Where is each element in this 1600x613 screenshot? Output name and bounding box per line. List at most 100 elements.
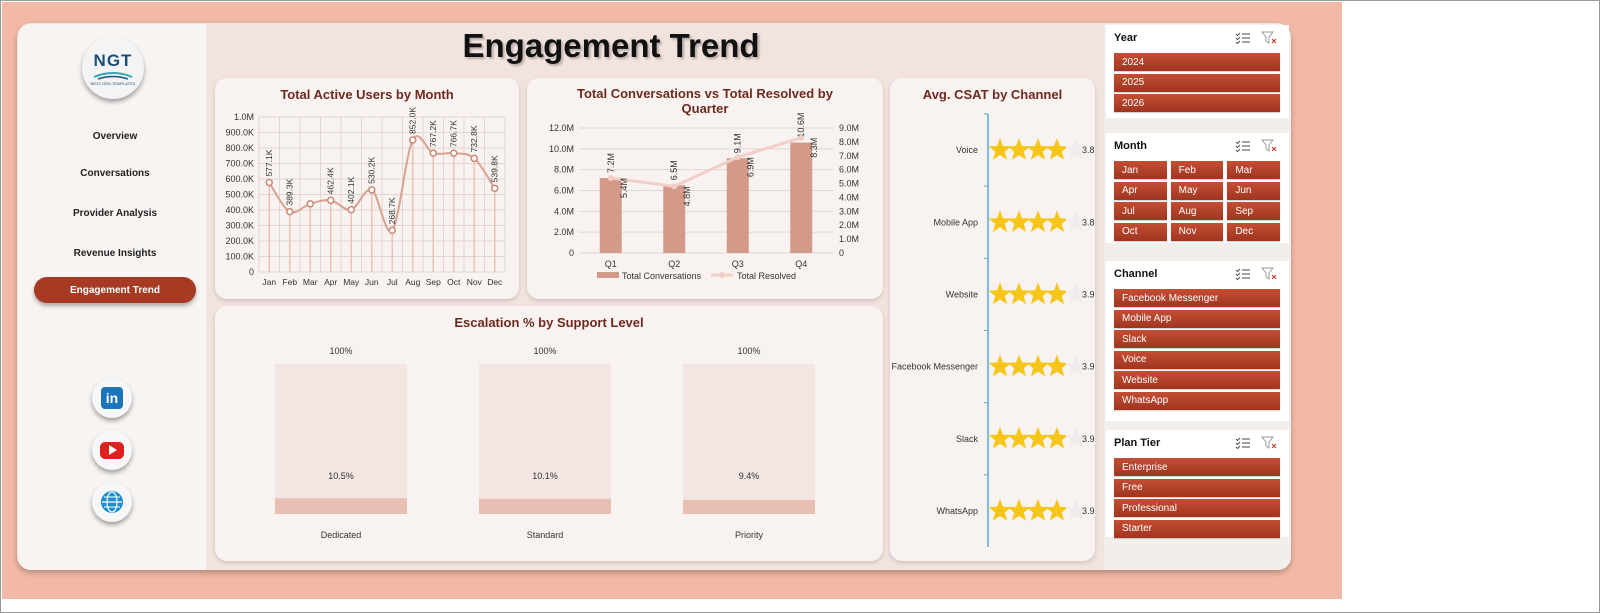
nav-provider-analysis[interactable]: Provider Analysis — [72, 207, 158, 219]
bar-data-label: 6.5M — [669, 160, 679, 180]
x-tick-label: Dec — [487, 277, 503, 287]
nav-revenue-insights[interactable]: Revenue Insights — [73, 247, 157, 259]
slicer-item[interactable]: Nov — [1170, 222, 1224, 241]
data-point — [409, 136, 417, 144]
multi-select-icon[interactable] — [1235, 267, 1251, 281]
bar — [275, 498, 407, 514]
clear-filter-icon[interactable] — [1261, 267, 1277, 281]
csat-data-label: 3.9 — [1082, 506, 1095, 516]
slicer-item[interactable]: Professional — [1114, 499, 1280, 517]
star-mark — [1045, 426, 1069, 449]
website-button[interactable] — [92, 482, 132, 522]
star-mark — [1007, 282, 1031, 305]
y-left-tick-label: 4.0M — [554, 206, 574, 216]
data-point — [450, 149, 458, 157]
slicer-item[interactable]: WhatsApp — [1114, 391, 1280, 410]
multi-select-icon[interactable] — [1235, 436, 1251, 450]
slicer-title: Month — [1114, 140, 1147, 152]
slicer-item[interactable]: May — [1170, 181, 1224, 200]
bar-track — [275, 364, 407, 514]
data-point — [607, 175, 614, 181]
active-users-card: Total Active Users by Month 0 100.0K 200.0… — [215, 78, 519, 299]
data-label: 539.8K — [490, 155, 500, 182]
data-label: 766.7K — [449, 120, 459, 147]
clear-filter-icon[interactable] — [1261, 139, 1277, 153]
slicer-item[interactable]: Voice — [1114, 350, 1280, 369]
slicer-item[interactable]: 2025 — [1114, 73, 1280, 92]
y-tick-label: 400.0K — [225, 205, 254, 215]
data-label: 402.1K — [346, 176, 356, 203]
star-mark — [1007, 210, 1031, 232]
legend-swatch-marker — [719, 272, 725, 278]
star-mark — [1026, 210, 1050, 232]
slicer-item[interactable]: Jul — [1114, 202, 1167, 220]
slicer-item[interactable]: Jun — [1227, 181, 1280, 200]
nav-overview[interactable]: Overview — [92, 130, 138, 142]
slicer-item[interactable]: Website — [1114, 371, 1280, 389]
active-users-chart: 0 100.0K 200.0K 300.0K 400.0K 500.0K 600.0K 700… — [225, 107, 506, 287]
logo: NGT NEXT GEN TEMPLATES — [82, 37, 144, 99]
csat-data-label: 3.8 — [1082, 217, 1095, 227]
y-right-tick-label: 3.0M — [839, 206, 859, 216]
slicer-item[interactable]: Feb — [1170, 161, 1224, 179]
data-label: 732.8K — [469, 125, 479, 152]
slicer-item[interactable]: Mar — [1227, 161, 1280, 179]
y-left-tick-label: 10.0M — [549, 144, 574, 154]
y-right-tick-label: 7.0M — [839, 151, 859, 161]
slicer-item[interactable]: Sep — [1227, 202, 1280, 220]
linkedin-button[interactable]: in — [92, 378, 132, 418]
x-tick-label: Jun — [365, 277, 379, 287]
slicer-item[interactable]: Enterprise — [1114, 458, 1280, 476]
data-label: 530.2K — [367, 157, 377, 184]
csat-card: Avg. CSAT by Channel Voice 3.8 Mobile App 3… — [890, 78, 1095, 561]
series-line — [610, 136, 802, 188]
slicer-item[interactable]: Jan — [1114, 161, 1167, 179]
y-right-tick-label: 2.0M — [839, 220, 859, 230]
star-mark — [1007, 426, 1031, 449]
csat-category-label: Facebook Messenger — [891, 362, 978, 372]
globe-icon — [101, 491, 123, 513]
x-category-label: Dedicated — [321, 530, 362, 540]
slicer-item[interactable]: Slack — [1114, 330, 1280, 348]
clear-filter-icon[interactable] — [1261, 436, 1277, 450]
slicer-item[interactable]: Dec — [1227, 222, 1280, 241]
star-mark — [1045, 354, 1069, 377]
multi-select-icon[interactable] — [1235, 31, 1251, 45]
clear-filter-icon[interactable] — [1261, 31, 1277, 45]
data-point — [491, 184, 499, 193]
star-mark — [1026, 282, 1050, 305]
x-category-label: Standard — [527, 530, 564, 540]
slicer-title: Year — [1114, 32, 1138, 44]
y-right-tick-label: 5.0M — [839, 179, 859, 189]
star-mark — [1026, 426, 1050, 449]
slicer-item[interactable]: Oct — [1114, 222, 1167, 241]
data-point — [265, 178, 273, 187]
bar-data-label: 7.2M — [606, 153, 616, 173]
youtube-icon — [100, 441, 124, 459]
nav-engagement-trend[interactable]: Engagement Trend — [34, 277, 196, 303]
slicer-item[interactable]: Free — [1114, 478, 1280, 497]
line-data-label: 6.9M — [746, 157, 756, 177]
nav-conversations[interactable]: Conversations — [80, 167, 150, 179]
escalation-chart: 100% 10.5% Dedicated 100% 10.1% Standard 100% 9… — [275, 346, 815, 540]
bar — [683, 499, 815, 514]
csat-category-label: Slack — [956, 434, 979, 444]
slicer-item[interactable]: Facebook Messenger — [1114, 289, 1280, 307]
slicer-item[interactable]: Apr — [1114, 181, 1167, 200]
slicer-item[interactable]: 2026 — [1114, 94, 1280, 112]
star-mark — [1045, 498, 1069, 521]
csat-data-label: 3.9 — [1082, 434, 1095, 444]
multi-select-icon[interactable] — [1235, 139, 1251, 153]
star-mark-empty — [1064, 138, 1088, 160]
slicer-item[interactable]: Mobile App — [1114, 309, 1280, 328]
slicer-item[interactable]: Starter — [1114, 519, 1280, 538]
x-tick-label: Sep — [426, 277, 441, 287]
csat-category-label: Voice — [956, 145, 978, 155]
slicer-item[interactable]: 2024 — [1114, 53, 1280, 71]
star-mark — [988, 210, 1012, 232]
youtube-button[interactable] — [92, 430, 132, 470]
x-tick-label: Q2 — [668, 259, 680, 269]
slicer-item[interactable]: Aug — [1170, 202, 1224, 220]
csat-title: Avg. CSAT by Channel — [922, 87, 1063, 102]
star-mark — [988, 426, 1012, 449]
